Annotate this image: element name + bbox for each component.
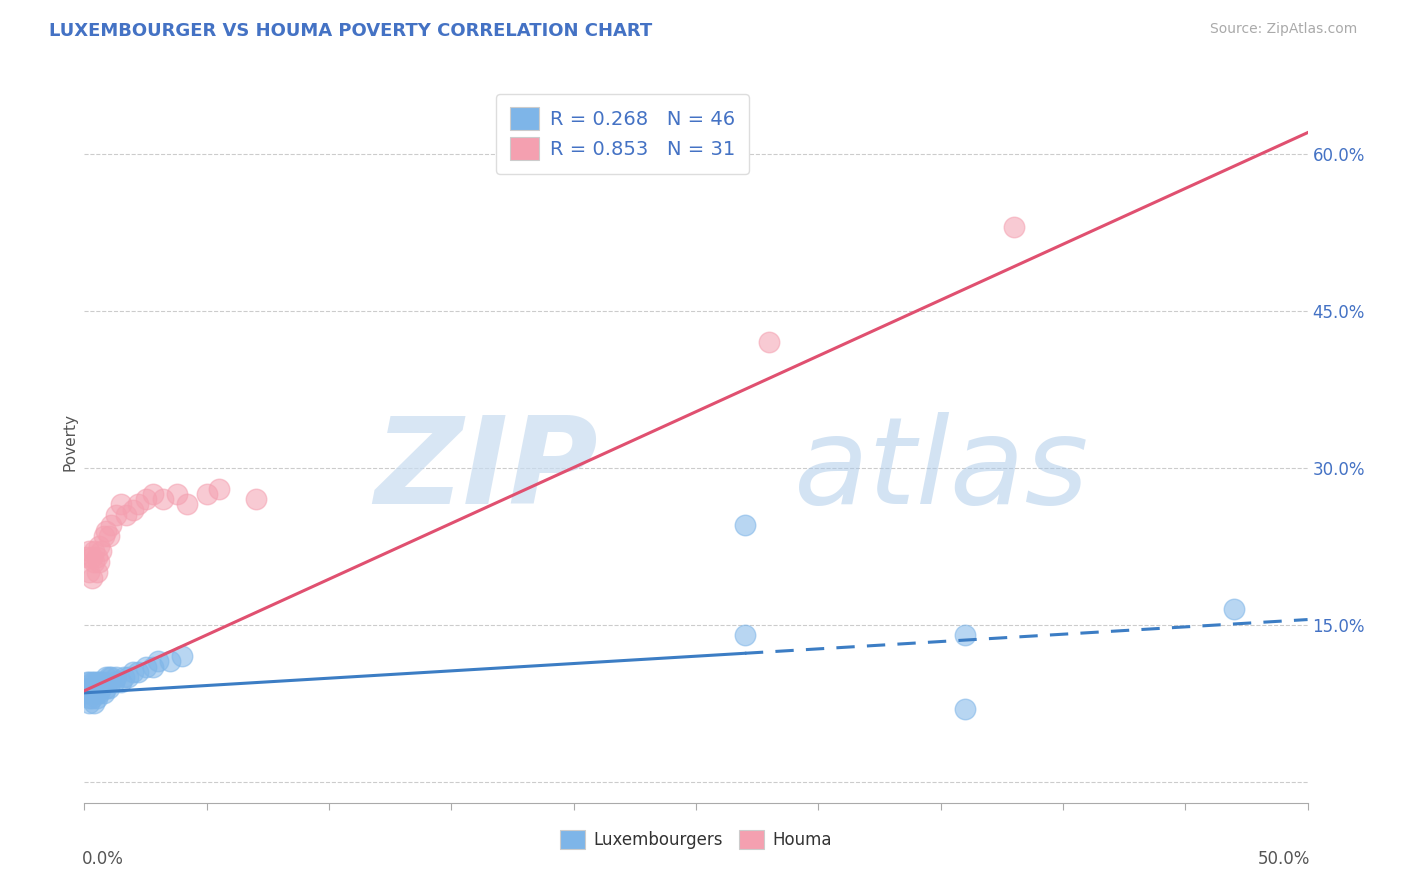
Point: [87, 555, 110, 569]
Point: [734, 628, 756, 642]
Text: atlas: atlas: [794, 412, 1090, 529]
Point: [103, 675, 125, 690]
Point: [105, 670, 128, 684]
Point: [93, 675, 115, 690]
Point: [105, 508, 128, 522]
Point: [87, 681, 110, 695]
Point: [77, 675, 100, 690]
Point: [83, 696, 105, 710]
Point: [86, 549, 108, 564]
Point: [80, 675, 103, 690]
Text: 0.0%: 0.0%: [82, 850, 124, 868]
Point: [115, 508, 138, 522]
Point: [83, 686, 105, 700]
Point: [77, 681, 100, 695]
Point: [152, 492, 174, 507]
Point: [87, 539, 110, 553]
Point: [77, 566, 100, 580]
Text: LUXEMBOURGER VS HOUMA POVERTY CORRELATION CHART: LUXEMBOURGER VS HOUMA POVERTY CORRELATIO…: [49, 22, 652, 40]
Point: [90, 681, 112, 695]
Point: [110, 675, 132, 690]
Point: [83, 555, 105, 569]
Point: [87, 686, 110, 700]
Point: [86, 686, 108, 700]
Point: [77, 691, 100, 706]
Point: [96, 670, 118, 684]
Point: [166, 487, 188, 501]
Point: [135, 492, 157, 507]
Point: [96, 524, 118, 538]
Point: [97, 529, 120, 543]
Point: [159, 655, 181, 669]
Point: [100, 518, 122, 533]
Point: [97, 670, 120, 684]
Point: [76, 549, 98, 564]
Point: [172, 649, 194, 664]
Point: [80, 681, 103, 695]
Point: [1223, 602, 1246, 616]
Point: [953, 701, 976, 715]
Point: [110, 497, 132, 511]
Point: [195, 487, 218, 501]
Point: [87, 675, 110, 690]
Point: [80, 549, 103, 564]
Point: [93, 529, 115, 543]
Point: [208, 482, 231, 496]
Point: [86, 681, 108, 695]
Point: [758, 334, 780, 349]
Point: [127, 497, 149, 511]
Point: [90, 544, 112, 558]
Point: [112, 670, 135, 684]
Point: [83, 544, 105, 558]
Point: [1002, 219, 1025, 234]
Point: [86, 675, 108, 690]
Point: [76, 675, 98, 690]
Point: [80, 686, 103, 700]
Point: [135, 659, 157, 673]
Point: [122, 502, 145, 516]
Point: [122, 665, 145, 679]
Point: [93, 686, 115, 700]
Point: [953, 628, 976, 642]
Point: [80, 571, 103, 585]
Point: [245, 492, 267, 507]
Point: [97, 681, 120, 695]
Point: [734, 518, 756, 533]
Point: [127, 665, 149, 679]
Point: [117, 670, 139, 684]
Text: 50.0%: 50.0%: [1257, 850, 1310, 868]
Point: [100, 670, 122, 684]
Point: [77, 696, 100, 710]
Point: [83, 675, 105, 690]
Point: [146, 655, 169, 669]
Point: [90, 675, 112, 690]
Point: [176, 497, 198, 511]
Point: [142, 659, 165, 673]
Legend: Luxembourgers, Houma: Luxembourgers, Houma: [553, 823, 839, 856]
Point: [80, 691, 103, 706]
Point: [86, 566, 108, 580]
Point: [86, 691, 108, 706]
Point: [76, 686, 98, 700]
Point: [77, 544, 100, 558]
Text: Source: ZipAtlas.com: Source: ZipAtlas.com: [1209, 22, 1357, 37]
Y-axis label: Poverty: Poverty: [63, 412, 77, 471]
Point: [142, 487, 165, 501]
Point: [96, 681, 118, 695]
Text: ZIP: ZIP: [374, 412, 598, 529]
